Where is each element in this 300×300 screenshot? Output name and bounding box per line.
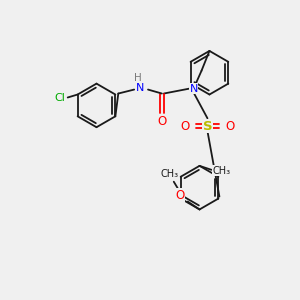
Text: CH₃: CH₃ [212, 166, 230, 176]
Text: N: N [189, 84, 198, 94]
Text: CH₃: CH₃ [161, 169, 179, 179]
Text: N: N [136, 82, 144, 93]
Text: O: O [157, 115, 167, 128]
Text: O: O [175, 189, 184, 202]
Text: H: H [134, 73, 142, 83]
Text: S: S [203, 120, 212, 133]
Text: O: O [180, 120, 189, 133]
Text: O: O [226, 120, 235, 133]
Text: Cl: Cl [54, 94, 65, 103]
